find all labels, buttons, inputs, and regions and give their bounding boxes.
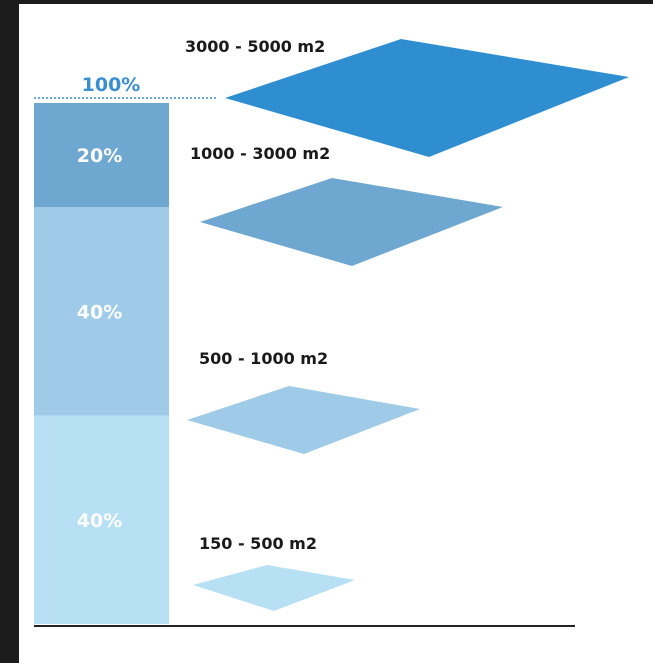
tier-3-label: 1000 - 3000 m2 [190,144,330,163]
tier-4-label: 3000 - 5000 m2 [185,37,325,56]
chart-canvas: 40% 40% 20% 100% 150 - 500 m2 500 - 1000 m2 10… [19,4,653,663]
tier-2-diamond [187,386,420,454]
bar-segment-3 [34,103,169,208]
tier-2-label: 500 - 1000 m2 [199,349,328,368]
bar-segment-label-3: 20% [77,145,122,167]
bar-segment-label-2: 40% [77,301,122,323]
stacked-area-chart: 40% 40% 20% 100% 150 - 500 m2 500 - 1000 m2 10… [34,37,629,627]
bar-segment-1 [34,415,169,624]
tier-1-diamond [193,565,355,611]
tier-3-diamond [200,178,503,266]
bar-segment-2 [34,207,169,416]
tier-1-label: 150 - 500 m2 [199,534,317,553]
bar-segment-label-1: 40% [77,510,122,532]
tier-4-diamond [225,39,629,157]
total-label: 100% [82,74,141,96]
